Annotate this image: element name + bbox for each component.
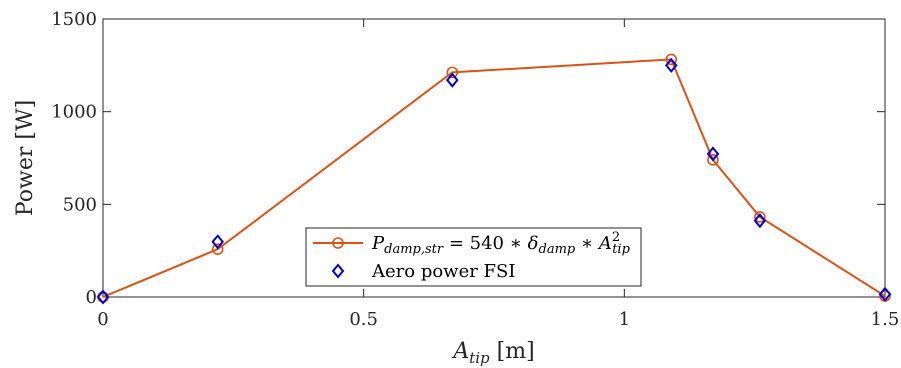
tick-group: 0 0.5 1 1.5 0 500 1000 1500 bbox=[51, 9, 899, 330]
data-point-diamond bbox=[753, 213, 767, 229]
legend-entry-damp: Pdamp,str = 540 ∗ δdamp ∗ A2 tip bbox=[371, 230, 631, 257]
y-tick-label: 500 bbox=[63, 194, 97, 215]
data-point-diamond bbox=[664, 57, 678, 73]
data-point-diamond bbox=[706, 146, 720, 162]
data-point-diamond bbox=[878, 286, 892, 302]
x-tick-label: 0.5 bbox=[349, 309, 378, 330]
data-point-circle bbox=[754, 211, 766, 223]
legend: Pdamp,str = 540 ∗ δdamp ∗ A2 tip Aero pow… bbox=[305, 227, 642, 287]
x-axis-label-unit: [m] bbox=[490, 339, 535, 364]
data-point-circle bbox=[446, 66, 459, 79]
x-tick-label: 0 bbox=[97, 309, 108, 330]
data-point-circle bbox=[665, 53, 678, 66]
x-axis-label: Atip [m] bbox=[451, 339, 534, 367]
x-tick-label: 1.5 bbox=[871, 309, 900, 330]
y-tick-label: 1000 bbox=[51, 102, 97, 123]
x-tick-label: 1 bbox=[619, 309, 630, 330]
legend-circle-marker bbox=[332, 237, 344, 249]
series-layer bbox=[96, 53, 892, 305]
legend-diamond-marker bbox=[331, 263, 345, 279]
data-point-circle bbox=[707, 154, 719, 166]
y-axis-label: Power [W] bbox=[13, 100, 38, 216]
x-axis-label-main: A bbox=[451, 339, 469, 364]
x-axis-label-sub: tip bbox=[469, 349, 490, 367]
data-point-diamond bbox=[445, 72, 459, 88]
y-tick-label: 1500 bbox=[51, 9, 97, 30]
legend-entry-aero: Aero power FSI bbox=[371, 261, 516, 282]
data-point-diamond bbox=[211, 234, 224, 250]
data-point-circle bbox=[211, 243, 224, 255]
y-tick-label: 0 bbox=[86, 287, 97, 308]
legend-box bbox=[305, 227, 642, 287]
data-point-diamond bbox=[96, 289, 110, 305]
